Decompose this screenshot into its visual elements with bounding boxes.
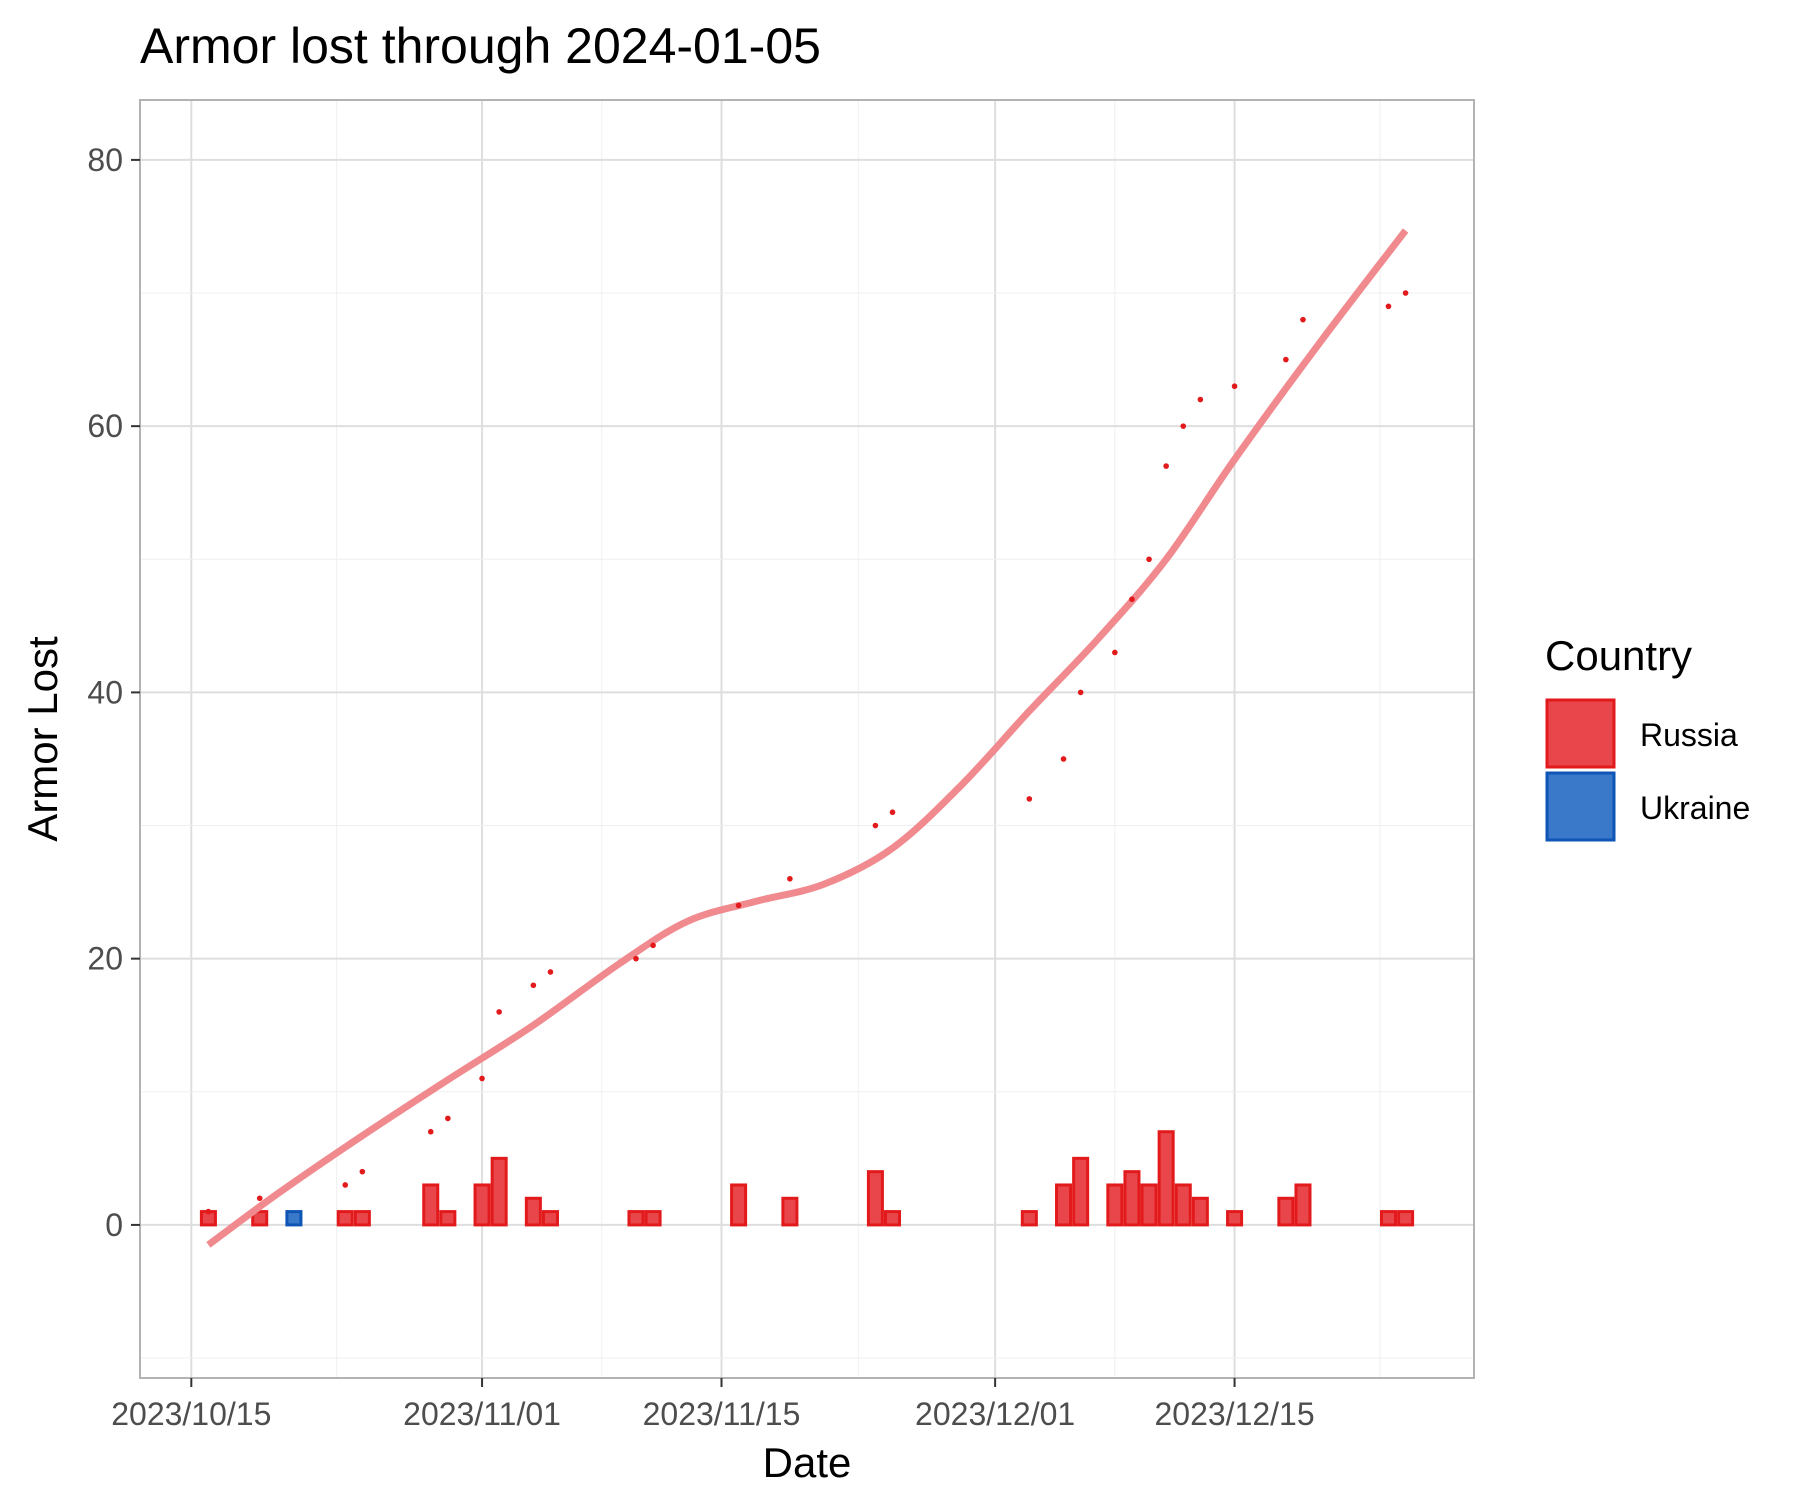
cumulative-point [1146, 556, 1152, 563]
cumulative-point [1385, 303, 1392, 310]
cumulative-point [1180, 423, 1187, 429]
cumulative-point [735, 902, 742, 909]
bar-russia [866, 1170, 884, 1227]
cumulative-point [205, 1208, 212, 1215]
bar-russia [627, 1210, 645, 1227]
cumulative-point [479, 1075, 485, 1082]
bar-russia [1226, 1210, 1244, 1227]
legend-label-ukraine: Ukraine [1640, 790, 1750, 826]
bar-russia [1106, 1183, 1124, 1227]
legend: Country Russia Ukraine [1545, 632, 1750, 842]
cumulative-point [1283, 356, 1289, 363]
plot-panel-border [139, 99, 1475, 1379]
cumulative-point [1231, 383, 1238, 390]
bar-russia [730, 1183, 748, 1227]
bar-russia [524, 1196, 542, 1227]
cumulative-point [342, 1182, 349, 1188]
trend-line [206, 228, 1409, 1248]
bar-russia [336, 1210, 354, 1227]
cumulative-point [650, 942, 656, 949]
bar-russia [1294, 1183, 1312, 1227]
x-axis-ticks: 2023/10/15 2023/11/01 2023/11/15 2023/12/01… [111, 1378, 1315, 1432]
cumulative-point [633, 955, 639, 962]
cumulative-point [889, 809, 896, 816]
cumulative-point [445, 1115, 451, 1122]
bar-russia [422, 1183, 440, 1227]
bar-russia [439, 1210, 457, 1227]
bar-russia [1191, 1196, 1209, 1227]
cumulative-point [547, 969, 554, 975]
cumulative-point [1163, 463, 1169, 469]
x-tick-label: 2023/11/15 [643, 1396, 801, 1432]
cumulative-point [1060, 756, 1067, 762]
y-tick-label: 0 [105, 1207, 123, 1243]
cumulative-point [1026, 796, 1033, 802]
legend-label-russia: Russia [1640, 717, 1738, 753]
y-axis-ticks: 0 20 40 60 80 [87, 142, 140, 1243]
y-tick-label: 20 [87, 941, 123, 977]
bar-russia [1157, 1130, 1175, 1227]
bar-russia [781, 1196, 799, 1227]
cumulative-point [1129, 596, 1135, 603]
bar-russia [473, 1183, 491, 1227]
bar-russia [1277, 1196, 1295, 1227]
trend-line-group [206, 228, 1409, 1248]
bar-russia [1055, 1183, 1073, 1227]
y-axis-title: Armor Lost [19, 636, 66, 842]
cumulative-point [1197, 396, 1204, 403]
cumulative-point [496, 1009, 502, 1015]
legend-swatch-ukraine [1545, 771, 1616, 842]
bar-russia [1072, 1156, 1090, 1227]
x-tick-label: 2023/12/01 [915, 1396, 1075, 1432]
bar-russia [353, 1210, 371, 1227]
cumulative-point [1112, 649, 1118, 656]
bar-russia [1020, 1210, 1038, 1227]
bar-russia [1397, 1210, 1415, 1227]
bar-russia [1174, 1183, 1192, 1227]
bar-russia [644, 1210, 662, 1227]
cumulative-point [1402, 290, 1409, 296]
cumulative-point [787, 875, 793, 882]
cumulative-points [205, 290, 1409, 1215]
cumulative-point [359, 1168, 366, 1175]
y-tick-label: 40 [87, 674, 123, 710]
cumulative-point [256, 1195, 263, 1202]
bars [199, 1130, 1415, 1227]
bar-russia [1379, 1210, 1397, 1227]
cumulative-point [1300, 316, 1306, 323]
cumulative-point [530, 982, 537, 989]
bar-russia [1140, 1183, 1158, 1227]
bar-russia [1123, 1170, 1141, 1227]
x-tick-label: 2023/10/15 [111, 1396, 271, 1432]
bar-russia [490, 1156, 508, 1227]
bar-russia [541, 1210, 559, 1227]
bar-ukraine [285, 1210, 303, 1227]
cumulative-point [427, 1128, 434, 1135]
bar-russia [884, 1210, 902, 1227]
x-tick-label: 2023/11/01 [403, 1396, 561, 1432]
legend-title: Country [1545, 632, 1692, 679]
y-tick-label: 60 [87, 408, 123, 444]
bar-russia [251, 1210, 269, 1227]
legend-swatch-russia [1545, 698, 1616, 769]
cumulative-point [1077, 689, 1084, 696]
chart-title: Armor lost through 2024-01-05 [140, 18, 821, 74]
x-tick-label: 2023/12/15 [1154, 1396, 1314, 1432]
y-tick-label: 80 [87, 142, 123, 178]
cumulative-point [872, 822, 879, 829]
x-axis-title: Date [763, 1439, 852, 1486]
